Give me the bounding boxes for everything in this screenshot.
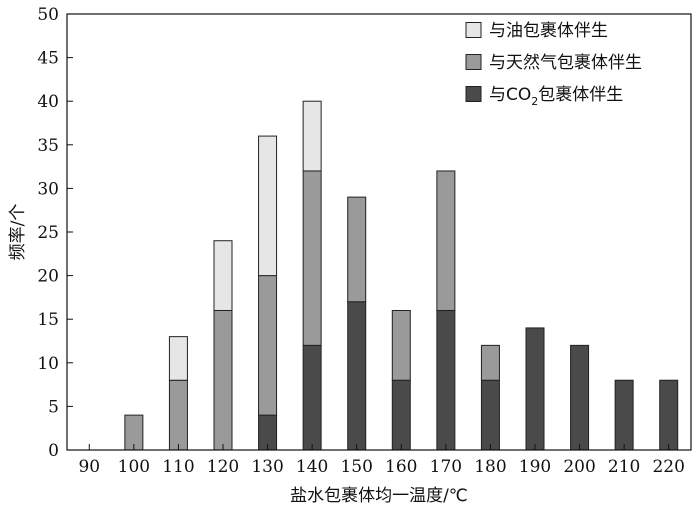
legend-swatch [465, 86, 482, 102]
x-tick-label: 100 [118, 457, 150, 477]
bar-segment-200-s0 [570, 344, 590, 451]
bar-segment-120-s1 [213, 309, 233, 451]
legend-swatch [465, 22, 482, 38]
bar-segment-220-s0 [659, 379, 679, 451]
legend-swatch [465, 54, 482, 70]
bar-segment-150-s0 [347, 301, 367, 451]
y-tick-label: 10 [37, 354, 59, 374]
legend-label: 与油包裹体伴生 [489, 21, 608, 41]
x-tick-label: 180 [474, 457, 506, 477]
y-tick-label: 15 [37, 310, 59, 330]
y-tick-label: 45 [37, 49, 59, 69]
y-tick-label: 20 [37, 267, 59, 287]
x-tick-label: 110 [162, 457, 194, 477]
x-tick-label: 140 [296, 457, 328, 477]
x-tick-label: 150 [340, 457, 372, 477]
bar-segment-160-s0 [391, 379, 411, 451]
bar-segment-130-s2 [258, 135, 278, 277]
legend-label: 与天然气包裹体伴生 [489, 53, 642, 73]
y-tick-label: 50 [37, 5, 59, 25]
bar-segment-180-s1 [480, 344, 500, 381]
bar-segment-110-s1 [168, 379, 188, 451]
x-tick-label: 210 [608, 457, 640, 477]
y-tick-label: 25 [37, 223, 59, 243]
x-tick-label: 160 [385, 457, 417, 477]
y-axis: 0 5 10 15 20 25 30 35 40 45 50 [37, 5, 73, 461]
x-tick-label: 220 [652, 457, 684, 477]
y-tick-label: 40 [37, 92, 59, 112]
bar-segment-120-s2 [213, 240, 233, 311]
bar-segment-150-s1 [347, 196, 367, 303]
x-tick-label: 90 [78, 457, 100, 477]
legend-label: 与CO2包裹体伴生 [489, 85, 623, 108]
x-axis-label: 盐水包裹体均一温度/℃ [290, 486, 468, 506]
x-axis: 90 100 110 120 130 140 150 160 170 180 190 200 210 22… [78, 444, 685, 477]
bar-segment-140-s2 [302, 100, 322, 172]
y-axis-label: 频率/个 [8, 204, 28, 261]
x-tick-label: 120 [207, 457, 239, 477]
bar-segment-140-s0 [302, 344, 322, 451]
bar-segment-190-s0 [525, 327, 545, 451]
bars-layer [124, 100, 679, 451]
bar-segment-130-s1 [258, 275, 278, 416]
x-tick-label: 190 [519, 457, 551, 477]
bar-segment-140-s1 [302, 170, 322, 346]
bar-segment-160-s1 [391, 309, 411, 381]
bar-segment-170-s1 [436, 170, 456, 311]
plot-area-frame [66, 13, 692, 451]
x-tick-label: 170 [430, 457, 462, 477]
y-tick-label: 30 [37, 179, 59, 199]
x-tick-label: 200 [563, 457, 595, 477]
bar-segment-170-s0 [436, 309, 456, 451]
bar-segment-210-s0 [614, 379, 634, 451]
y-tick-label: 5 [48, 397, 59, 417]
y-tick-label: 35 [37, 136, 59, 156]
y-tick-label: 0 [48, 441, 59, 461]
bar-segment-180-s0 [480, 379, 500, 451]
x-tick-label: 130 [251, 457, 283, 477]
bar-segment-110-s2 [168, 336, 188, 381]
